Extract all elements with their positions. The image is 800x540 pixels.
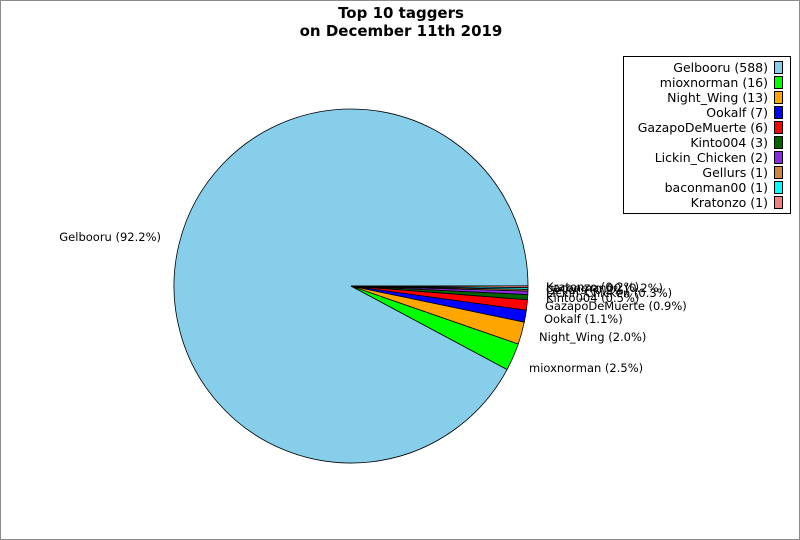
legend-item-lickin-chicken: Lickin_Chicken (2) xyxy=(624,150,783,165)
legend-swatch xyxy=(774,91,783,104)
legend-label: GazapoDeMuerte (6) xyxy=(637,120,768,135)
legend-swatch xyxy=(774,166,783,179)
legend-label: Lickin_Chicken (2) xyxy=(654,150,768,165)
legend-item-kinto004: Kinto004 (3) xyxy=(624,135,783,150)
slice-label-night-wing: Night_Wing (2.0%) xyxy=(539,330,646,344)
legend-label: Gelbooru (588) xyxy=(673,60,768,75)
legend-swatch xyxy=(774,181,783,194)
legend-item-baconman00: baconman00 (1) xyxy=(624,180,783,195)
slice-label-mioxnorman: mioxnorman (2.5%) xyxy=(529,361,643,375)
legend-swatch xyxy=(774,76,783,89)
slice-label-gellurs: Gellurs (0.2%) xyxy=(546,283,628,297)
chart-title-line-2: on December 11th 2019 xyxy=(299,22,503,40)
legend-item-mioxnorman: mioxnorman (16) xyxy=(624,75,783,90)
legend-item-gellurs: Gellurs (1) xyxy=(624,165,783,180)
legend-label: Kratonzo (1) xyxy=(690,195,768,210)
legend-item-kratonzo: Kratonzo (1) xyxy=(624,195,783,210)
legend-label: Ookalf (7) xyxy=(706,105,768,120)
legend-item-ookalf: Ookalf (7) xyxy=(624,105,783,120)
slice-label-lickin-chicken: Lickin_Chicken (0.3%) xyxy=(546,286,672,300)
legend-swatch xyxy=(774,121,783,134)
legend-swatch xyxy=(774,106,783,119)
legend-label: mioxnorman (16) xyxy=(659,75,768,90)
legend-swatch xyxy=(774,136,783,149)
slice-label-ookalf: Ookalf (1.1%) xyxy=(544,312,623,326)
legend-swatch xyxy=(774,151,783,164)
legend: Gelbooru (588) mioxnorman (16) Night_Wing … xyxy=(623,56,791,214)
legend-item-gazapodemuerte: GazapoDeMuerte (6) xyxy=(624,120,783,135)
legend-label: Kinto004 (3) xyxy=(690,135,768,150)
legend-label: baconman00 (1) xyxy=(664,180,768,195)
slice-label-kratonzo: Kratonzo (0.2%) xyxy=(546,280,639,294)
legend-swatch xyxy=(774,196,783,209)
chart-title-line-1: Top 10 taggers xyxy=(338,4,464,22)
slice-label-baconman00: baconman00 (0.2%) xyxy=(546,281,663,295)
slice-label-kinto004: Kinto004 (0.5%) xyxy=(546,291,639,305)
legend-label: Gellurs (1) xyxy=(702,165,768,180)
legend-item-night-wing: Night_Wing (13) xyxy=(624,90,783,105)
legend-label: Night_Wing (13) xyxy=(667,90,768,105)
slice-label-gelbooru: Gelbooru (92.2%) xyxy=(59,230,161,244)
legend-item-gelbooru: Gelbooru (588) xyxy=(624,60,783,75)
pie-slice-kratonzo xyxy=(350,285,529,288)
chart-title: Top 10 taggers on December 11th 2019 xyxy=(1,4,799,40)
legend-swatch xyxy=(774,61,783,74)
slice-label-gazapodemuerte: GazapoDeMuerte (0.9%) xyxy=(545,299,687,313)
